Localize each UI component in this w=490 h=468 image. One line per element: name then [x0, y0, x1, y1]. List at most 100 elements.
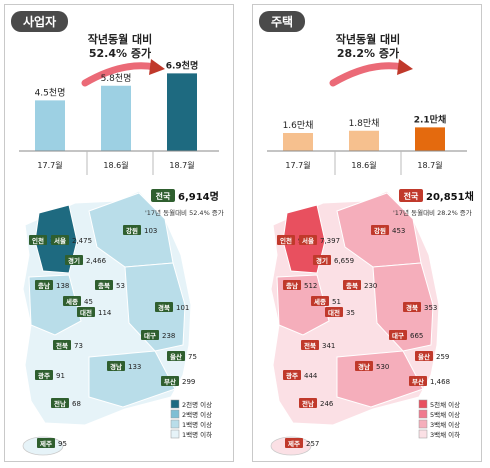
total-value: 20,851채	[426, 190, 474, 203]
region-name: 경남	[110, 362, 122, 371]
legend-swatch	[170, 409, 180, 419]
total-badge-label: 전국	[404, 191, 419, 201]
region-name-badge	[299, 235, 317, 245]
region-name-badge	[37, 438, 55, 448]
region-name: 울산	[170, 352, 182, 361]
region-name: 서울	[302, 236, 314, 245]
trend-arrow	[81, 62, 159, 87]
trend-arrow-head	[397, 59, 413, 75]
region-value: 1,468	[430, 378, 450, 386]
region-name: 전남	[302, 399, 314, 408]
region-value: 35	[346, 309, 355, 317]
headline-line1: 작년동월 대비	[336, 32, 401, 46]
legend-label: 5천채 이상	[430, 400, 460, 409]
region-name-badge	[325, 307, 343, 317]
region-name: 세종	[66, 297, 78, 306]
region-value: 138	[56, 282, 69, 290]
region-name: 경북	[158, 303, 170, 312]
region-name: 강원	[126, 226, 138, 235]
region-name-badge	[311, 296, 329, 306]
legend-swatch	[418, 399, 428, 409]
headline-line2: 28.2% 증가	[337, 46, 399, 60]
region-name-badge	[51, 235, 69, 245]
bar-value-label: 1.8만채	[349, 118, 380, 129]
region-name-badge	[283, 370, 301, 380]
bar-value-label: 6.9천명	[166, 59, 199, 71]
region-value: 2,466	[86, 257, 107, 265]
region-value: 230	[364, 282, 377, 290]
x-tick-label: 17.7월	[285, 160, 310, 170]
region-name: 경기	[316, 256, 328, 265]
region-name-badge	[65, 255, 83, 265]
region-name: 대전	[328, 308, 340, 317]
region-name-badge	[107, 361, 125, 371]
region-name-badge	[29, 235, 47, 245]
region-name: 세종	[314, 297, 326, 306]
region-value: 299	[182, 378, 195, 386]
region-name: 부산	[164, 377, 176, 386]
region-value: 114	[98, 309, 112, 317]
region-value: 91	[56, 372, 65, 380]
region-name: 제주	[288, 439, 300, 448]
total-badge-label: 전국	[156, 191, 171, 201]
bar-value-label: 2.1만채	[414, 113, 447, 125]
x-tick-label: 18.7월	[417, 160, 442, 170]
region-name-badge	[167, 351, 185, 361]
panel-tag: 주택	[259, 11, 306, 32]
trend-arrow	[329, 62, 407, 87]
region-name: 광주	[286, 371, 298, 380]
region-name-badge	[409, 376, 427, 386]
region-name: 경남	[358, 362, 370, 371]
region-value: 7,397	[320, 237, 340, 245]
region-value: 68	[72, 400, 81, 408]
region-name: 대구	[392, 331, 404, 340]
legend-label: 2천명 이상	[182, 400, 212, 409]
region-value: 512	[304, 282, 317, 290]
total-subtitle: '17년 동월대비 52.4% 증가	[145, 208, 224, 217]
region-name: 충남	[38, 281, 50, 290]
legend-swatch	[418, 429, 428, 439]
region-value: 101	[176, 304, 189, 312]
region-value: 665	[410, 332, 423, 340]
region-name: 제주	[40, 439, 52, 448]
region-value: 246	[320, 400, 334, 408]
region-name: 부산	[412, 377, 424, 386]
total-value: 6,914명	[178, 190, 219, 203]
legend-label: 2백명 이상	[182, 410, 212, 419]
total-badge	[399, 189, 423, 202]
region-name-badge	[313, 255, 331, 265]
region-name-badge	[141, 330, 159, 340]
region-name: 충북	[98, 281, 110, 290]
bar-value-label: 4.5천명	[35, 87, 66, 98]
bar	[35, 100, 65, 151]
region-value: 259	[436, 353, 449, 361]
bar	[415, 127, 445, 151]
trend-arrow-head	[149, 59, 165, 75]
region-name-badge	[301, 340, 319, 350]
region-name-badge	[161, 376, 179, 386]
region-name: 강원	[374, 226, 386, 235]
legend-label: 1백명 이하	[182, 430, 212, 439]
bar	[349, 130, 379, 151]
region-value: 73	[74, 342, 83, 350]
region-name-badge	[283, 280, 301, 290]
region-name-badge	[155, 302, 173, 312]
region-name-badge	[403, 302, 421, 312]
region-name: 전북	[304, 341, 316, 350]
legend-swatch	[418, 409, 428, 419]
region-name: 대전	[80, 308, 92, 317]
region-value: 133	[128, 363, 141, 371]
region-name-badge	[123, 225, 141, 235]
region-name-badge	[77, 307, 95, 317]
legend-swatch	[170, 419, 180, 429]
region-value: 353	[424, 304, 437, 312]
legend-label: 5백채 이상	[430, 410, 460, 419]
region-value: 45	[84, 298, 93, 306]
region-value: 53	[116, 282, 125, 290]
region-value: 103	[144, 227, 157, 235]
legend-label: 3백채 이상	[430, 420, 460, 429]
region-name: 전남	[54, 399, 66, 408]
region-value: 75	[188, 353, 197, 361]
